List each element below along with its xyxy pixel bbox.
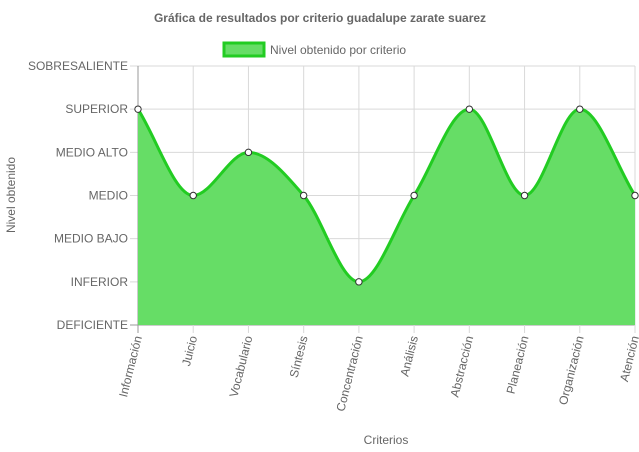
y-axis-title: Nivel obtenido (4, 157, 18, 233)
data-point[interactable] (410, 191, 418, 200)
y-tick-label: SOBRESALIENTE (28, 59, 128, 73)
data-point[interactable] (520, 191, 529, 200)
x-axis: Información Juicio Vocabulario Síntesis Conc… (116, 334, 639, 413)
data-point[interactable] (244, 148, 253, 157)
series-line (136, 107, 637, 284)
x-tick-label: Información (116, 334, 145, 398)
x-axis-title: Criterios (364, 433, 409, 447)
x-tick-label: Síntesis (287, 334, 311, 379)
x-tick-label: Concentración (333, 334, 365, 412)
y-tick-label: MEDIO BAJO (54, 232, 128, 246)
y-tick-label: INFERIOR (71, 275, 129, 289)
x-tick-label: Atención (617, 334, 639, 383)
x-tick-label: Vocabulario (227, 334, 256, 399)
plot-area (136, 107, 637, 326)
x-tick-label: Abstracción (447, 334, 476, 398)
data-point[interactable] (631, 191, 639, 200)
data-point[interactable] (576, 105, 584, 113)
x-tick-label: Juicio (179, 334, 200, 367)
data-point[interactable] (355, 278, 363, 286)
y-tick-label: MEDIO ALTO (56, 145, 128, 159)
y-tick-label: SUPERIOR (65, 102, 128, 116)
data-point[interactable] (465, 105, 474, 113)
data-point[interactable] (189, 191, 197, 200)
legend-label: Nivel obtenido por criterio (270, 43, 406, 57)
legend-swatch (222, 41, 266, 58)
data-point[interactable] (134, 105, 142, 113)
data-points (134, 105, 639, 286)
y-axis: DEFICIENTE INFERIOR MEDIO BAJO MEDIO MEDIO A… (28, 59, 128, 332)
x-tick-label: Organización (556, 334, 587, 406)
x-tick-label: Planeación (504, 334, 532, 395)
series-area-fill (138, 109, 635, 326)
legend[interactable]: Nivel obtenido por criterio (222, 41, 406, 58)
y-tick-label: MEDIO (89, 189, 128, 203)
data-point[interactable] (299, 191, 308, 200)
chart-title: Gráfica de resultados por criterio guada… (154, 11, 486, 25)
x-tick-label: Análisis (397, 334, 421, 378)
y-tick-label: DEFICIENTE (57, 318, 128, 332)
